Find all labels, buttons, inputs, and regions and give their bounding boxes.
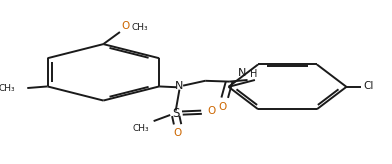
Text: N: N (238, 68, 247, 78)
Text: O: O (121, 21, 129, 31)
Text: CH₃: CH₃ (132, 124, 149, 133)
Text: CH₃: CH₃ (0, 83, 15, 92)
Text: Cl: Cl (363, 81, 373, 91)
Text: S: S (172, 107, 180, 120)
Text: O: O (207, 106, 215, 116)
Text: O: O (219, 102, 227, 112)
Text: N: N (175, 82, 183, 92)
Text: H: H (250, 69, 258, 79)
Text: O: O (173, 128, 182, 138)
Text: CH₃: CH₃ (132, 22, 148, 31)
